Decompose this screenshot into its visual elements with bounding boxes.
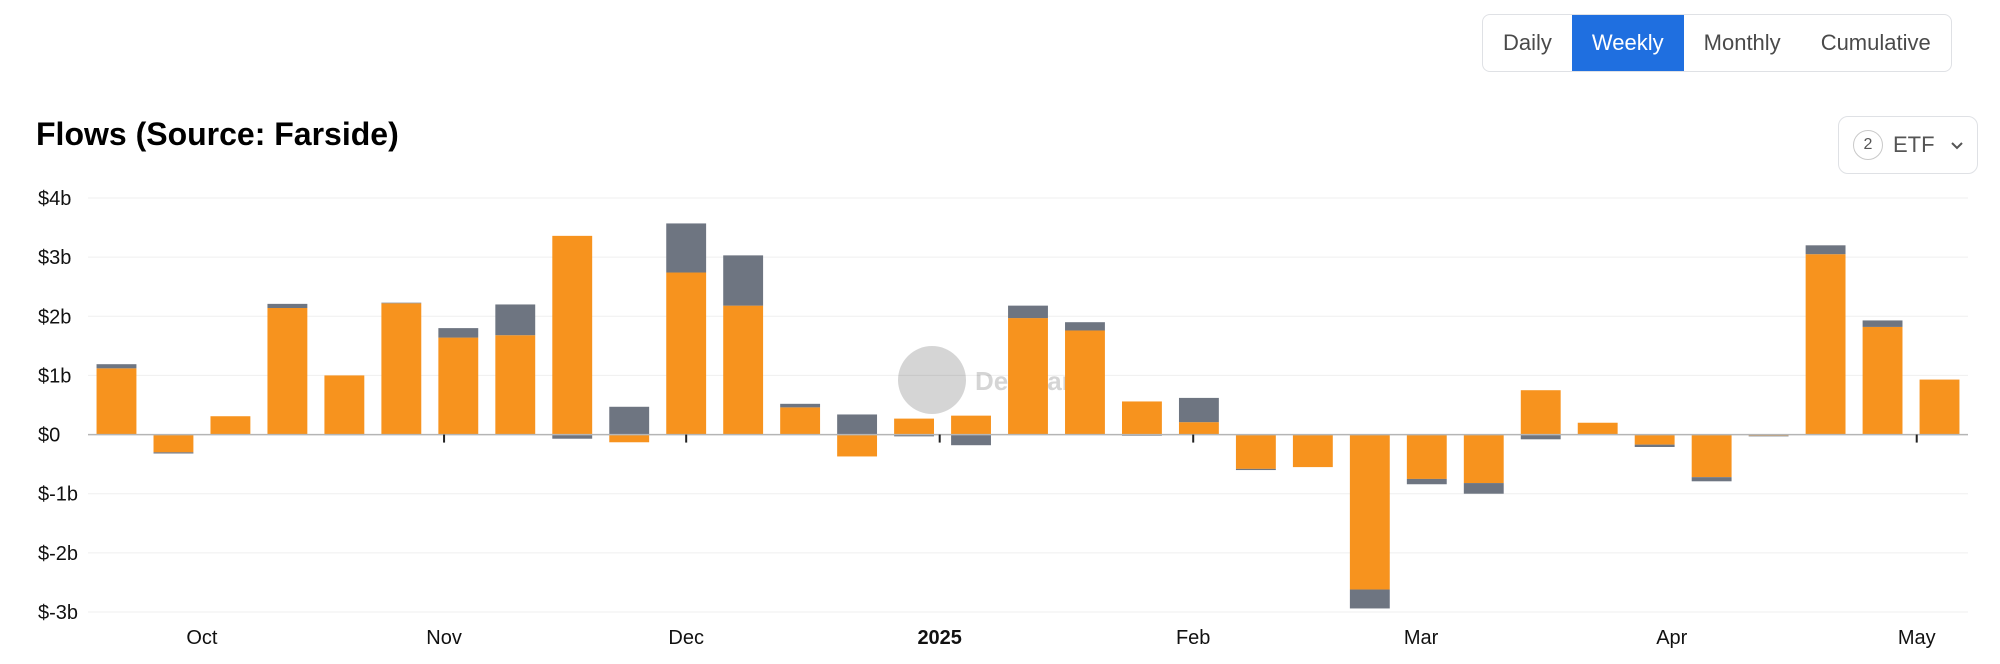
bar-primary (1292, 434, 1333, 468)
bar-primary (96, 368, 137, 435)
bar-primary (609, 434, 650, 443)
x-tick-label: Oct (186, 627, 218, 649)
bar-secondary (96, 364, 137, 369)
bar-secondary (552, 434, 593, 439)
bar-secondary (837, 414, 878, 435)
x-tick-label: Mar (1404, 627, 1439, 649)
bar-primary (837, 434, 878, 457)
bar-primary (1805, 254, 1846, 435)
bar-primary (1919, 379, 1960, 435)
bar-secondary (780, 403, 821, 408)
chevron-down-icon (1949, 137, 1965, 153)
bar-primary (1862, 326, 1903, 435)
bar-secondary (951, 434, 991, 446)
bar-primary (1634, 434, 1675, 445)
bar-secondary (1406, 478, 1447, 485)
x-tick-label: Dec (668, 627, 704, 649)
bar-primary (210, 416, 251, 435)
bar-primary (438, 337, 479, 435)
bar-secondary (609, 406, 650, 435)
bar-primary (780, 407, 821, 435)
bar-secondary (438, 328, 479, 338)
bar-secondary (1520, 434, 1561, 440)
x-tick-label: May (1898, 627, 1936, 649)
bar-secondary (666, 223, 707, 273)
bar-secondary (723, 255, 764, 306)
x-tick-label: Apr (1656, 627, 1687, 649)
bars (96, 223, 1960, 609)
bar-secondary (1065, 322, 1105, 331)
bar-secondary (894, 434, 934, 437)
tab-daily[interactable]: Daily (1503, 30, 1552, 55)
bar-primary (495, 335, 536, 435)
etf-selector[interactable]: 2 ETF (1838, 116, 1978, 174)
bar-primary (324, 375, 365, 435)
bar-primary (1349, 434, 1390, 590)
bar-secondary (1008, 305, 1048, 319)
bar-primary (894, 418, 934, 435)
period-toggle: Daily Weekly Monthly Cumulative (1482, 14, 1952, 72)
x-axis: Oct Nov Dec 2025 Feb Mar Apr May (186, 434, 1936, 649)
bar-primary (666, 272, 707, 435)
chart-title: Flows (Source: Farside) (36, 116, 399, 152)
bar-primary (1577, 422, 1618, 435)
y-tick-label: $-2b (38, 543, 78, 565)
bar-primary (267, 308, 308, 435)
x-tick-label: Feb (1176, 627, 1210, 649)
y-tick-label: $0 (38, 425, 60, 447)
y-tick-label: $-1b (38, 484, 78, 506)
y-tick-label: $1b (38, 365, 71, 387)
bar-primary (1463, 434, 1504, 484)
bar-secondary (495, 304, 536, 336)
y-tick-label: $-3b (38, 602, 78, 624)
watermark-logo-icon (898, 346, 966, 414)
bar-primary (552, 235, 593, 435)
bar-secondary (381, 302, 422, 304)
y-tick-label: $2b (38, 306, 71, 328)
bar-primary (951, 415, 991, 435)
y-axis: $4b $3b $2b $1b $0 $-1b $-2b $-3b (38, 188, 78, 624)
tab-monthly[interactable]: Monthly (1703, 30, 1781, 55)
bar-primary (381, 303, 422, 435)
x-tick-label: 2025 (917, 627, 962, 649)
etf-selector-label: ETF (1893, 132, 1935, 157)
bar-secondary (1748, 435, 1789, 437)
bar-secondary (153, 452, 194, 454)
bar-primary (1520, 390, 1561, 435)
y-tick-label: $4b (38, 188, 71, 210)
bar-secondary (1862, 320, 1903, 327)
bar-primary (1235, 434, 1276, 469)
bar-primary (1122, 401, 1162, 435)
bar-secondary (1349, 589, 1390, 609)
bar-primary (1065, 330, 1105, 435)
bar-secondary (1463, 483, 1504, 494)
x-tick-label: Nov (426, 627, 462, 649)
etf-count-badge: 2 (1853, 130, 1883, 160)
bar-secondary (1805, 245, 1846, 255)
bar-secondary (1634, 444, 1675, 447)
bar-primary (153, 434, 194, 453)
bar-primary (1178, 422, 1219, 435)
bar-secondary (1235, 468, 1276, 471)
y-tick-label: $3b (38, 247, 71, 269)
bar-primary (1008, 318, 1048, 435)
bar-secondary (1691, 477, 1732, 482)
bar-secondary (267, 303, 308, 309)
bar-primary (723, 305, 764, 435)
tab-weekly[interactable]: Weekly (1571, 15, 1684, 71)
bar-secondary (1178, 397, 1219, 423)
bar-primary (1691, 434, 1732, 478)
tab-cumulative[interactable]: Cumulative (1820, 30, 1931, 55)
bar-primary (1406, 434, 1447, 479)
